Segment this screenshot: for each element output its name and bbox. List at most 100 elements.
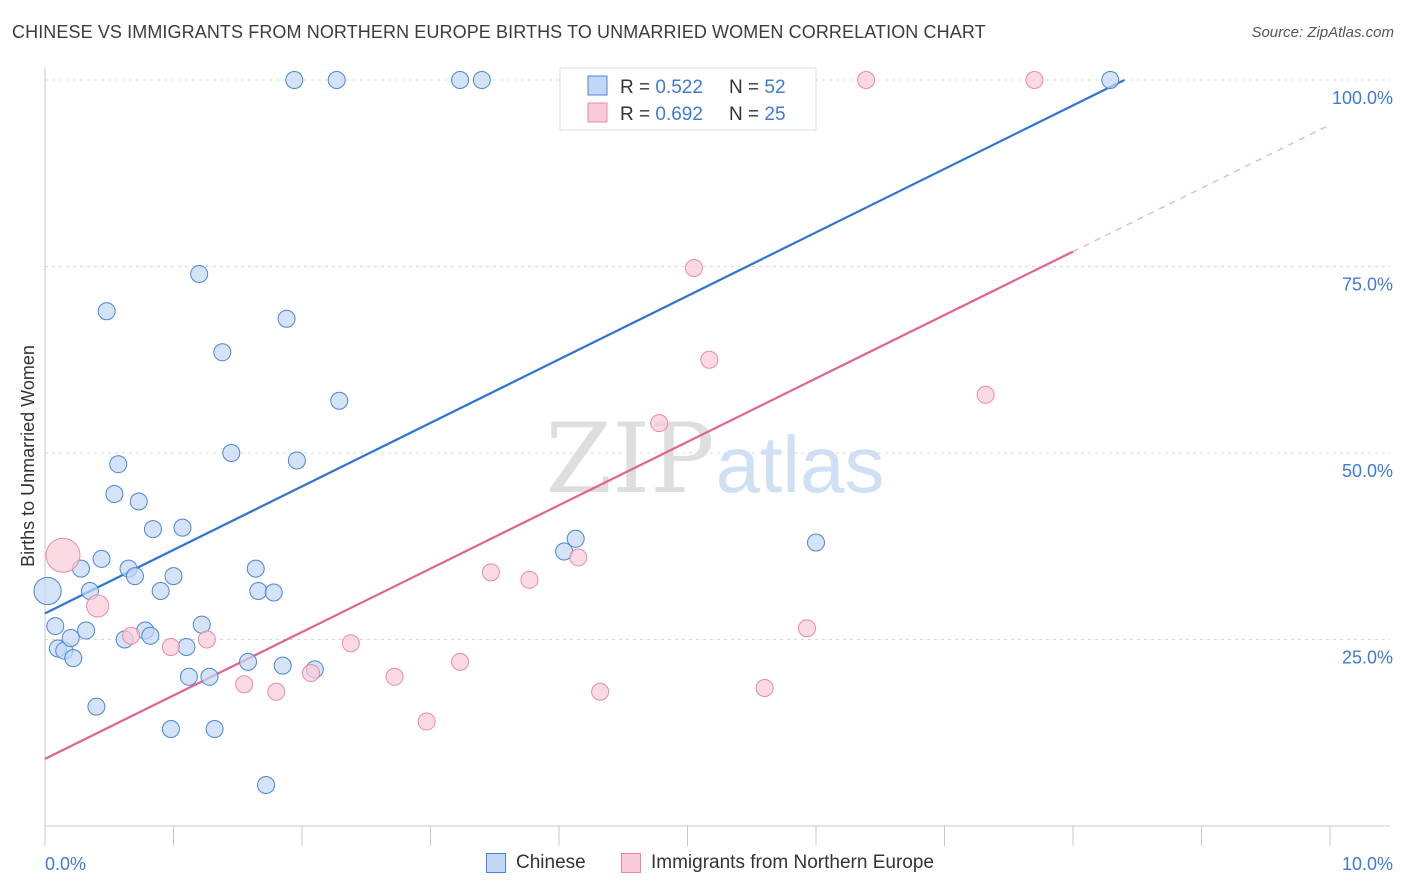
point-blue <box>46 617 65 636</box>
legend-row-blue: R = 0.522 N = 52 <box>620 77 786 98</box>
point-blue <box>179 667 198 686</box>
axes <box>44 68 1390 846</box>
n-value: 52 <box>764 77 785 98</box>
point-blue <box>239 652 258 671</box>
point-blue <box>1101 71 1120 89</box>
point-blue <box>61 629 80 648</box>
legend-item-chinese[interactable]: Chinese <box>486 852 586 874</box>
source-label: Source: ZipAtlas.com <box>1251 24 1394 41</box>
point-pink <box>755 678 774 697</box>
data-points <box>33 71 1120 794</box>
point-blue <box>257 775 276 794</box>
n-label: N = <box>729 104 764 125</box>
point-blue <box>246 559 265 578</box>
legend-swatch-pink <box>621 853 641 873</box>
point-blue <box>33 576 62 606</box>
trend-line-blue <box>44 79 1125 615</box>
legend-label: Chinese <box>516 852 586 873</box>
point-pink <box>235 675 254 694</box>
point-blue <box>173 518 192 537</box>
legend-label: Immigrants from Northern Europe <box>651 852 934 873</box>
point-blue <box>287 451 306 470</box>
point-blue <box>330 391 349 410</box>
legend-row-pink: R = 0.692 N = 25 <box>620 104 786 125</box>
legend-swatch-blue <box>587 75 608 96</box>
point-pink <box>161 637 180 656</box>
watermark-zip: ZIP <box>545 403 714 515</box>
point-pink <box>1025 71 1044 89</box>
point-blue <box>161 720 180 739</box>
point-pink <box>520 570 539 589</box>
point-blue <box>222 444 241 462</box>
y-axis-label: Births to Unmarried Women <box>18 345 38 567</box>
point-blue <box>566 529 585 548</box>
r-label: R = <box>620 104 655 125</box>
point-pink <box>341 634 360 653</box>
point-pink <box>451 652 470 671</box>
point-blue <box>151 582 170 601</box>
trend-line-pink <box>44 250 1074 760</box>
point-pink <box>684 258 703 277</box>
x-tick-label: 10.0% <box>1342 854 1393 874</box>
series-legend: Chinese Immigrants from Northern Europe <box>0 852 1406 878</box>
point-pink <box>569 548 588 567</box>
point-blue <box>205 720 224 739</box>
r-value: 0.522 <box>655 77 703 98</box>
legend-swatch-pink <box>587 102 608 123</box>
point-pink <box>481 563 500 582</box>
point-blue <box>807 533 825 552</box>
correlation-legend: R = 0.522 N = 52 R = 0.692 N = 25 <box>559 67 817 131</box>
point-blue <box>213 343 232 362</box>
point-blue <box>177 637 196 656</box>
tick-labels: 25.0% 50.0% 75.0% 100.0% 0.0% 10.0% <box>45 88 1393 874</box>
point-blue <box>109 455 128 474</box>
point-pink <box>417 712 436 731</box>
chart-title: CHINESE VS IMMIGRANTS FROM NORTHERN EURO… <box>12 22 986 42</box>
point-blue <box>92 549 111 568</box>
point-blue <box>273 656 292 675</box>
point-pink <box>301 664 320 683</box>
point-blue <box>64 649 83 668</box>
point-blue <box>87 697 106 716</box>
point-blue <box>192 615 211 634</box>
y-tick-label: 75.0% <box>1342 275 1393 295</box>
point-pink <box>267 682 286 701</box>
point-pink <box>650 414 669 433</box>
point-pink <box>591 682 610 701</box>
watermark-atlas: atlas <box>716 420 885 509</box>
point-pink <box>857 71 876 89</box>
gridlines <box>45 79 1390 640</box>
point-pink <box>86 594 110 618</box>
r-value: 0.692 <box>655 104 703 125</box>
point-blue <box>129 492 148 511</box>
r-label: R = <box>620 77 655 98</box>
point-blue <box>264 583 283 602</box>
legend-item-northern-europe[interactable]: Immigrants from Northern Europe <box>621 852 934 874</box>
point-pink <box>700 350 719 369</box>
point-blue <box>77 621 96 640</box>
point-blue <box>97 302 116 321</box>
point-blue <box>141 626 160 645</box>
point-pink <box>122 626 141 645</box>
point-blue <box>105 485 124 504</box>
point-pink <box>45 537 81 573</box>
legend-swatch-blue <box>486 853 506 873</box>
trend-extension-pink <box>1072 124 1331 253</box>
point-blue <box>451 71 470 89</box>
point-pink <box>197 630 216 649</box>
point-blue <box>190 264 209 283</box>
y-tick-label: 100.0% <box>1332 88 1393 108</box>
y-tick-label: 50.0% <box>1342 461 1393 481</box>
n-label: N = <box>729 77 764 98</box>
point-blue <box>249 582 268 601</box>
point-blue <box>285 71 304 89</box>
point-pink <box>798 619 817 638</box>
watermark: ZIP atlas <box>545 403 884 515</box>
point-blue <box>472 71 491 89</box>
point-blue <box>327 71 346 89</box>
n-value: 25 <box>764 104 785 125</box>
x-tick-label: 0.0% <box>45 854 86 874</box>
point-pink <box>385 667 404 686</box>
point-pink <box>976 385 995 404</box>
